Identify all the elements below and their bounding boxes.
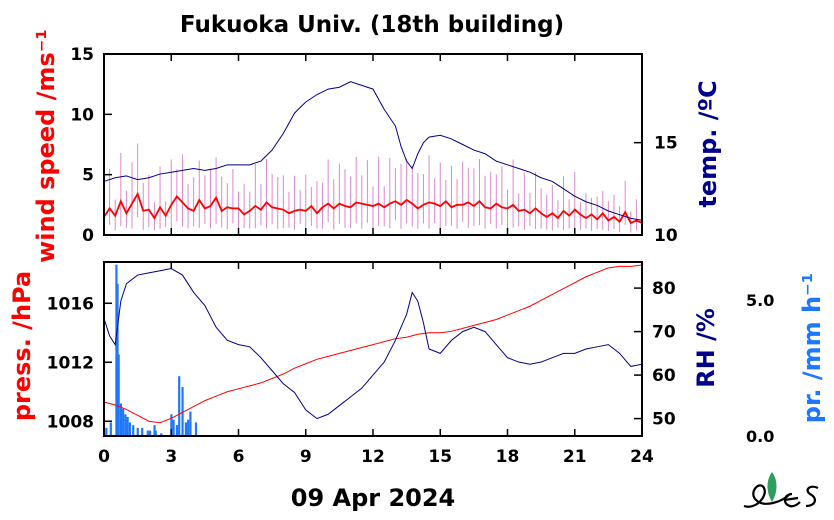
- pressure-line: [103, 264, 643, 424]
- precip-bar: [105, 427, 108, 436]
- precip-bar: [141, 427, 144, 436]
- pressure-tick-label: 1012: [47, 353, 94, 373]
- rh-tick-label: 50: [652, 410, 676, 430]
- precip-bar: [194, 422, 198, 436]
- precip-bar: [128, 422, 131, 436]
- temperature-axis-label: temp. /ºC: [694, 80, 722, 207]
- precip-bar: [170, 414, 173, 436]
- x-tick-label: 24: [630, 447, 654, 467]
- pressure-tick-label: 1008: [47, 412, 94, 432]
- upper-series-group: [103, 81, 643, 233]
- rh-tick-label: 70: [652, 323, 676, 343]
- precip-bar: [132, 425, 135, 436]
- precip-bar: [124, 414, 127, 436]
- logo-letter-s: [805, 485, 819, 508]
- wind-tick-label: 10: [70, 105, 94, 125]
- precip-bar: [122, 408, 125, 436]
- x-tick-label: 6: [233, 447, 245, 467]
- rh-tick-label: 60: [652, 366, 676, 386]
- lower-series-group: [103, 264, 643, 436]
- precip-bar: [172, 419, 175, 436]
- precip-bar: [178, 376, 181, 436]
- rh-axis-label: RH /%: [692, 308, 720, 388]
- chart-title: Fukuoka Univ. (18th building): [180, 12, 564, 38]
- precip-bar: [153, 425, 156, 436]
- wind-tick-label: 15: [70, 45, 94, 65]
- lower-panel: 1008 1012 1016 50 60 70 80 0 3 6 9 12 15 18 21 24 0.0…: [8, 261, 826, 467]
- lower-right-ticks: 50 60 70 80: [634, 279, 676, 430]
- pressure-axis-label: press. /hPa: [8, 271, 36, 421]
- temperature-line: [103, 81, 643, 221]
- x-tick-label: 3: [165, 447, 177, 467]
- precip-ticks: 0.0 5.0: [746, 291, 774, 446]
- relative-humidity-line: [103, 267, 643, 420]
- logo-leaf-icon: [767, 472, 777, 502]
- wind-speed-axis-label: wind speed /ms⁻¹: [32, 29, 60, 263]
- x-tick-label: 0: [98, 447, 110, 467]
- precip-tick-label: 5.0: [746, 291, 774, 310]
- temp-tick-label: 15: [654, 134, 678, 154]
- x-tick-label: 21: [563, 447, 587, 467]
- lower-plot-frame: [103, 261, 643, 437]
- precip-bar: [109, 422, 112, 436]
- temp-tick-label: 10: [654, 226, 678, 246]
- institution-logo: [743, 472, 819, 508]
- precip-axis-label: pr. /mm h⁻¹: [798, 273, 826, 423]
- precip-bar: [136, 427, 139, 436]
- upper-left-ticks: 0 5 10 15: [70, 45, 112, 246]
- precip-bar: [160, 433, 163, 436]
- upper-right-ticks: 10 15: [634, 134, 678, 246]
- precip-bar: [119, 403, 123, 436]
- precip-bar: [175, 425, 179, 436]
- precip-bar: [126, 416, 129, 436]
- rh-tick-label: 80: [652, 279, 676, 299]
- precip-bar: [154, 430, 157, 436]
- precip-bar: [184, 422, 188, 436]
- precip-bar: [117, 354, 120, 436]
- upper-panel: 0 5 10 15 10 15 wind speed /ms⁻¹ temp. /ºC: [32, 29, 722, 263]
- precip-tick-label: 0.0: [746, 427, 774, 446]
- date-label: 09 Apr 2024: [291, 484, 456, 512]
- wind-speed-line: [103, 191, 643, 225]
- precip-bar: [187, 419, 190, 436]
- precip-bar: [189, 411, 192, 436]
- x-tick-label: 15: [428, 447, 452, 467]
- upper-x-ticks: [103, 54, 643, 235]
- logo-swash: [743, 484, 791, 508]
- x-tick-label: 9: [300, 447, 312, 467]
- x-tick-label: 12: [361, 447, 385, 467]
- wind-tick-label: 5: [82, 166, 94, 186]
- precip-bar: [115, 264, 118, 436]
- precip-bar: [181, 387, 184, 436]
- lower-left-ticks: 1008 1012 1016: [47, 294, 112, 432]
- pressure-tick-label: 1016: [47, 294, 94, 314]
- precip-bar: [148, 430, 152, 436]
- x-tick-label: 18: [496, 447, 520, 467]
- logo-letter-e: [783, 492, 801, 508]
- lower-x-ticks: 0 3 6 9 12 15 18 21 24: [98, 262, 654, 467]
- wind-tick-label: 0: [82, 226, 94, 246]
- precip-bar: [146, 430, 149, 436]
- precip-bar: [116, 283, 119, 436]
